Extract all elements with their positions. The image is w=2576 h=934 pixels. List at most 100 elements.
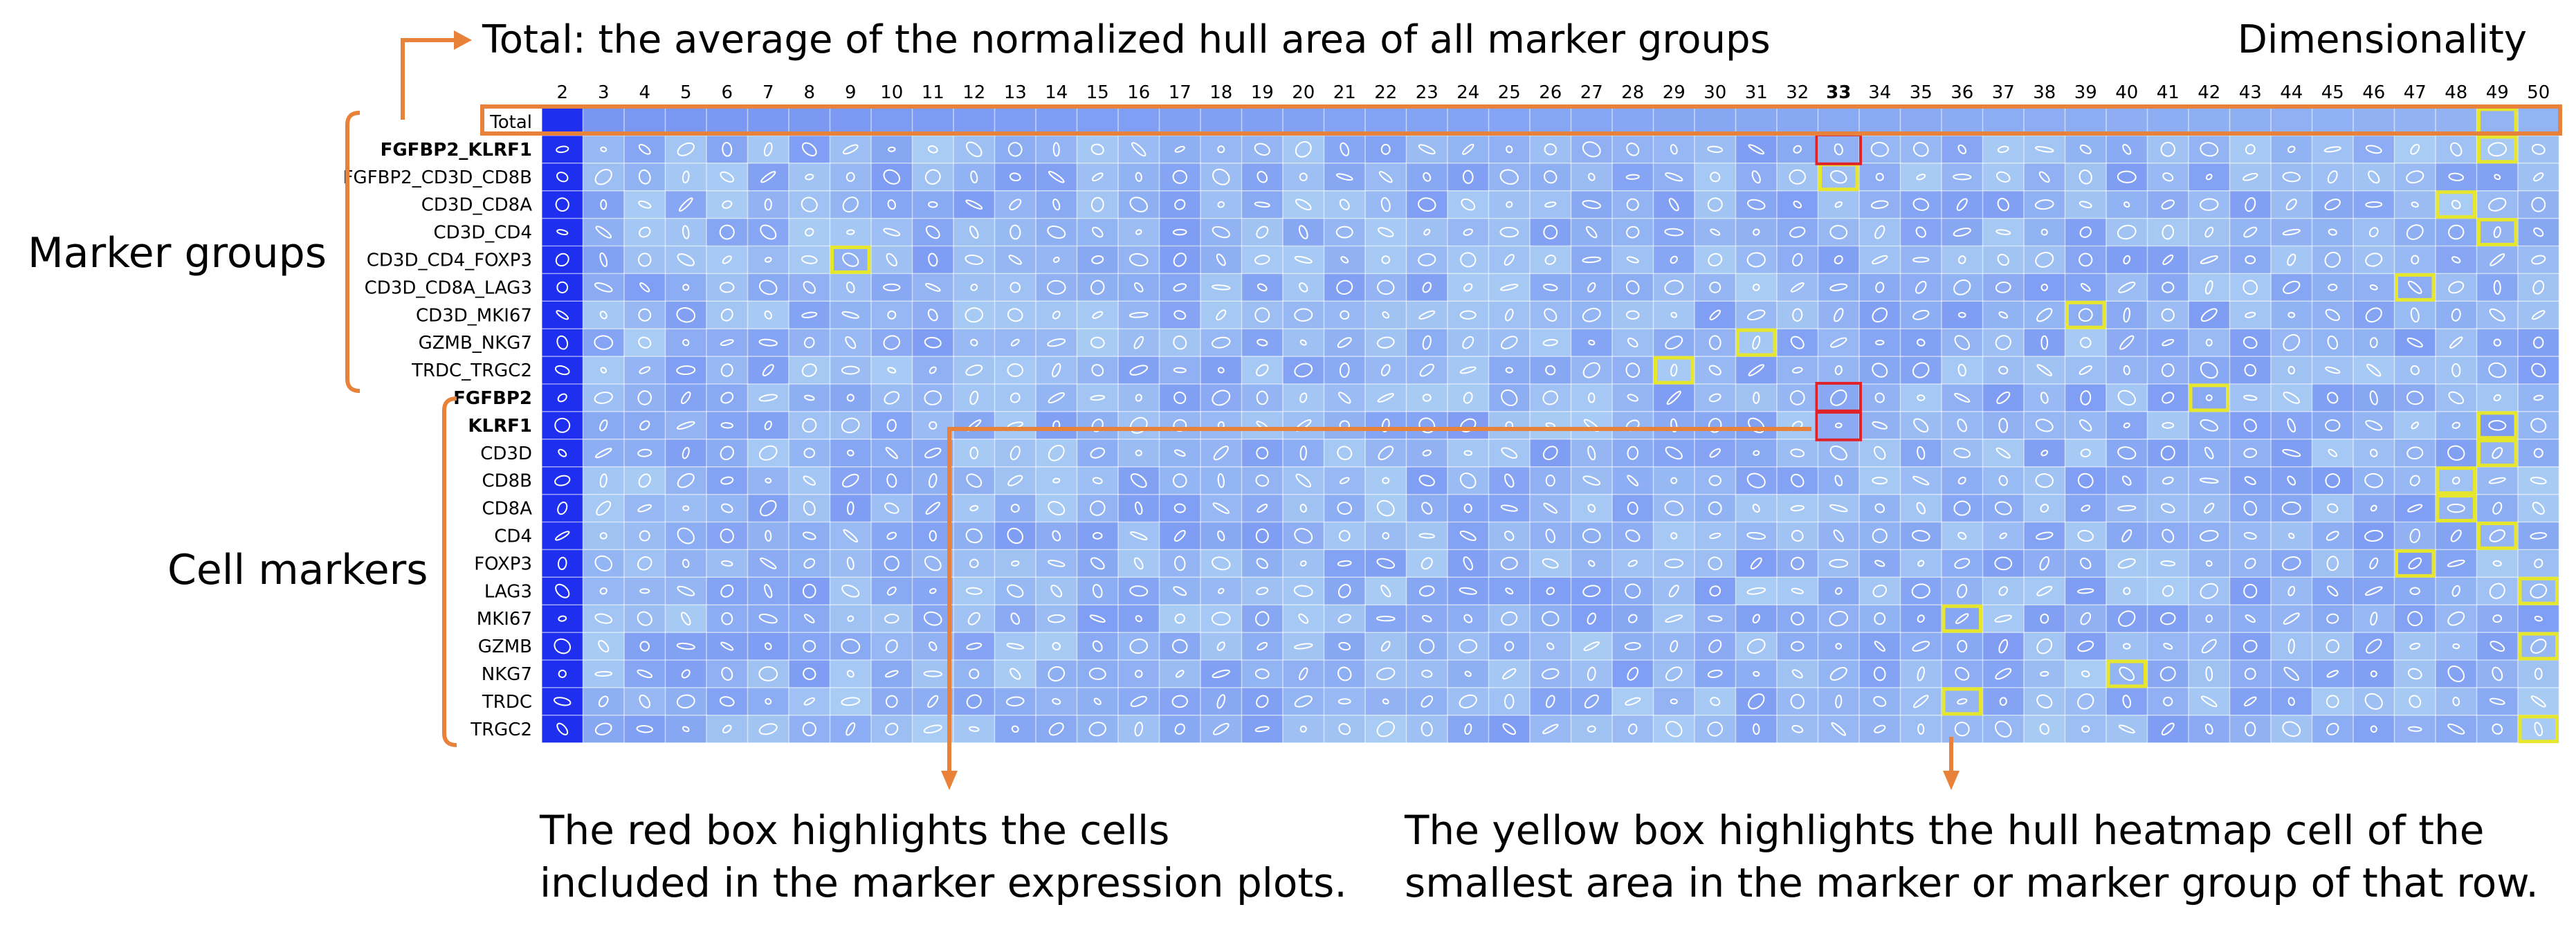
heatmap-cell [789, 384, 830, 412]
heatmap-cell [1447, 577, 1489, 605]
hull-glyph [1953, 500, 1971, 516]
hull-glyph [2447, 503, 2465, 513]
hull-glyph [1834, 255, 1843, 265]
hull-glyph [1173, 283, 1187, 292]
hull-glyph [2035, 473, 2054, 488]
heatmap-cell [1283, 549, 1324, 578]
hull-glyph [1998, 639, 2009, 654]
heatmap-cell [1942, 715, 1983, 743]
heatmap-cell [953, 301, 995, 329]
hull-glyph [2081, 725, 2090, 733]
heatmap-cell [2271, 632, 2312, 660]
hull-glyph [1953, 448, 1971, 459]
heatmap-cell [1900, 687, 1942, 715]
red-highlight-box [1815, 409, 1862, 441]
heatmap-cell [2189, 605, 2230, 633]
heatmap-cell [1571, 522, 1612, 550]
heatmap-cell [1283, 411, 1324, 439]
hull-glyph [2450, 529, 2462, 542]
heatmap-cell [2229, 356, 2271, 384]
heatmap-cell [747, 273, 789, 302]
heatmap-cell [2518, 301, 2559, 329]
hull-glyph [2451, 585, 2460, 597]
hull-glyph [1173, 503, 1186, 513]
hull-glyph [885, 639, 898, 653]
hull-glyph [2410, 365, 2420, 376]
heatmap-cell [1777, 135, 1818, 163]
heatmap-cell [2189, 687, 2230, 715]
hull-glyph [2244, 668, 2256, 680]
heatmap-cell [1283, 218, 1324, 246]
heatmap-cell [1200, 135, 1242, 163]
heatmap-cell [2147, 301, 2189, 329]
hull-glyph [1173, 253, 1187, 267]
heatmap-cell [542, 632, 583, 660]
heatmap-cell [1942, 632, 1983, 660]
hull-glyph [1256, 587, 1269, 596]
hull-glyph [1337, 337, 1352, 349]
heatmap-cell [789, 108, 830, 136]
yellow-highlight-box [2395, 273, 2436, 302]
hull-glyph [599, 532, 608, 540]
heatmap-cell [2147, 411, 2189, 439]
heatmap-cell [2436, 411, 2477, 439]
hull-glyph [1915, 280, 1927, 294]
hull-glyph [721, 612, 733, 625]
heatmap-cell [1283, 163, 1324, 191]
row-label: FGFBP2_CD3D_CD8B [343, 167, 532, 188]
hull-glyph [1792, 308, 1803, 322]
heatmap-cell [2106, 687, 2148, 715]
heatmap-cell [1241, 494, 1283, 522]
heatmap-cell [1324, 439, 1365, 467]
hull-glyph [1627, 475, 1639, 486]
heatmap-cell [1818, 466, 1859, 495]
hull-glyph [969, 668, 980, 679]
hull-glyph [1751, 170, 1761, 184]
hull-glyph [1048, 392, 1065, 403]
heatmap-cell [2229, 218, 2271, 246]
heatmap-cell [2147, 494, 2189, 522]
hull-glyph [1175, 670, 1185, 678]
hull-glyph [1627, 446, 1639, 460]
hull-glyph [1257, 504, 1268, 513]
heatmap-cell [953, 687, 995, 715]
hull-glyph [2325, 419, 2341, 432]
hull-glyph [2036, 308, 2053, 322]
heatmap-cell [542, 273, 583, 302]
hull-glyph [1746, 199, 1766, 210]
hull-glyph [1957, 363, 1966, 377]
hull-glyph [2243, 226, 2258, 238]
heatmap-cell [542, 246, 583, 274]
hull-glyph [1505, 587, 1514, 595]
heatmap-cell [2518, 577, 2559, 605]
hull-glyph [1666, 390, 1681, 405]
hull-glyph [764, 310, 773, 320]
heatmap-cell [2436, 108, 2477, 136]
heatmap-cell [2394, 439, 2436, 467]
heatmap-cell [1530, 190, 1571, 219]
heatmap-cell [2271, 411, 2312, 439]
heatmap-cell [994, 163, 1036, 191]
hull-glyph [966, 694, 982, 709]
hull-glyph [558, 448, 567, 457]
hull-glyph [2452, 643, 2460, 650]
heatmap-cell [2024, 246, 2065, 274]
heatmap-cell [706, 273, 748, 302]
heatmap-cell [542, 577, 583, 605]
heatmap-cell [912, 218, 953, 246]
heatmap-cell [1982, 273, 2024, 302]
hull-glyph [1293, 585, 1313, 597]
hull-glyph [555, 197, 569, 212]
heatmap-cell [1859, 329, 1901, 357]
hull-glyph [2080, 390, 2092, 405]
hull-glyph [1587, 666, 1596, 681]
heatmap-cell [1077, 715, 1118, 743]
heatmap-cell [2312, 549, 2353, 578]
hull-glyph [1582, 256, 1602, 264]
heatmap-cell [1241, 190, 1283, 219]
hull-glyph [2406, 224, 2424, 240]
hull-glyph [1708, 639, 1722, 653]
hull-glyph [720, 282, 735, 293]
hull-glyph [1829, 283, 1848, 292]
hull-glyph [1010, 612, 1021, 625]
